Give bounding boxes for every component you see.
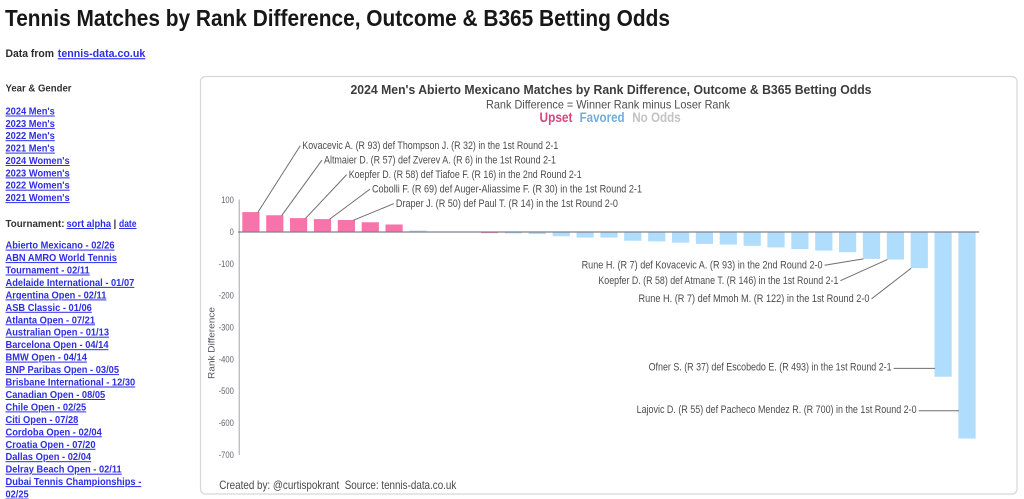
svg-text:Brisbane International - 12/30: Brisbane International - 12/30 [6,378,136,389]
svg-text:Draper J. (R 50) def Paul T. (: Draper J. (R 50) def Paul T. (R 14) in t… [396,198,618,210]
svg-text:ABN AMRO World Tennis: ABN AMRO World Tennis [6,253,118,264]
svg-text:-500: -500 [219,386,234,397]
svg-text:Lajovic D. (R 55) def Pacheco: Lajovic D. (R 55) def Pacheco Mendez R. … [637,404,917,416]
svg-text:100: 100 [221,195,234,206]
svg-text:Rank Difference: Rank Difference [207,307,218,379]
svg-text:tennis-data.co.uk: tennis-data.co.uk [58,48,146,60]
svg-text:-700: -700 [219,450,234,461]
svg-text:BMW Open - 04/14: BMW Open - 04/14 [6,353,88,364]
svg-text:Delray Beach Open - 02/11: Delray Beach Open - 02/11 [6,465,123,476]
svg-text:02/25: 02/25 [6,490,30,499]
svg-text:Tournament - 02/11: Tournament - 02/11 [6,266,91,277]
svg-text:Abierto Mexicano - 02/26: Abierto Mexicano - 02/26 [6,241,115,252]
svg-text:Dallas Open - 02/04: Dallas Open - 02/04 [6,452,92,463]
svg-text:2024 Men's: 2024 Men's [6,107,56,118]
svg-text:2021 Women's: 2021 Women's [6,193,71,204]
svg-text:Year & Gender: Year & Gender [6,83,72,94]
svg-text:2023 Women's: 2023 Women's [6,168,71,179]
svg-text:2022 Men's: 2022 Men's [6,131,56,142]
svg-text:BNP Paribas Open - 03/05: BNP Paribas Open - 03/05 [6,365,120,376]
svg-text:Atlanta Open - 07/21: Atlanta Open - 07/21 [6,315,96,326]
svg-text:No Odds: No Odds [632,110,681,125]
svg-text:sort alpha: sort alpha [67,219,112,230]
svg-text:2022 Women's: 2022 Women's [6,181,71,192]
svg-text:0: 0 [230,227,234,238]
svg-text:Ofner S. (R 37) def Escobedo E: Ofner S. (R 37) def Escobedo E. (R 493) … [649,362,892,374]
svg-text:-200: -200 [219,291,234,302]
svg-text:Koepfer D. (R 58) def Atmane T: Koepfer D. (R 58) def Atmane T. (R 146) … [598,275,838,287]
svg-text:-600: -600 [219,418,234,429]
svg-text:Argentina Open - 02/11: Argentina Open - 02/11 [6,290,107,301]
svg-text:|: | [114,219,117,230]
svg-text:Koepfer D. (R 58) def Tiafoe F: Koepfer D. (R 58) def Tiafoe F. (R 16) i… [349,169,582,181]
svg-text:Rune H. (R 7) def Kovacevic A.: Rune H. (R 7) def Kovacevic A. (R 93) in… [582,259,823,271]
svg-text:-100: -100 [219,259,234,270]
svg-text:Created by: @curtispokrant So: Created by: @curtispokrant Source: tenni… [219,478,457,492]
svg-text:2021 Men's: 2021 Men's [6,144,56,155]
svg-text:Tennis Matches by Rank Differe: Tennis Matches by Rank Difference, Outco… [5,5,670,31]
svg-text:Rank Difference = Winner Rank: Rank Difference = Winner Rank minus Lose… [486,97,731,111]
svg-text:Cobolli F. (R 69) def Auger-Al: Cobolli F. (R 69) def Auger-Aliassime F.… [372,183,642,195]
svg-text:Rune H. (R 7) def Mmoh M. (R 1: Rune H. (R 7) def Mmoh M. (R 122) in the… [639,293,870,305]
svg-text:Altmaier D. (R 57) def Zverev: Altmaier D. (R 57) def Zverev A. (R 6) i… [324,154,556,166]
svg-text:ASB Classic - 01/06: ASB Classic - 01/06 [6,303,93,314]
svg-text:2023 Men's: 2023 Men's [6,119,56,130]
svg-text:Upset: Upset [540,110,573,125]
svg-text:Favored: Favored [580,110,625,125]
svg-text:Citi Open - 07/28: Citi Open - 07/28 [6,415,79,426]
svg-text:Tournament:: Tournament: [6,219,65,230]
svg-text:2024 Men's Abierto Mexicano Ma: 2024 Men's Abierto Mexicano Matches by R… [351,82,872,97]
svg-text:-300: -300 [219,323,234,334]
svg-text:Kovacevic A. (R 93) def Thomps: Kovacevic A. (R 93) def Thompson J. (R 3… [302,140,558,152]
svg-text:Chile Open - 02/25: Chile Open - 02/25 [6,402,87,413]
svg-text:Adelaide International - 01/07: Adelaide International - 01/07 [6,278,135,289]
svg-text:Australian Open - 01/13: Australian Open - 01/13 [6,328,110,339]
svg-text:Canadian Open - 08/05: Canadian Open - 08/05 [6,390,106,401]
svg-text:Dubai Tennis Championships -: Dubai Tennis Championships - [6,477,142,488]
svg-text:Barcelona Open - 04/14: Barcelona Open - 04/14 [6,340,109,351]
svg-text:Croatia Open - 07/20: Croatia Open - 07/20 [6,440,96,451]
svg-text:Data from: Data from [6,48,55,60]
svg-text:Cordoba Open - 02/04: Cordoba Open - 02/04 [6,427,103,438]
svg-text:date: date [119,219,137,230]
svg-text:2024 Women's: 2024 Women's [6,156,71,167]
svg-text:-400: -400 [219,354,234,365]
